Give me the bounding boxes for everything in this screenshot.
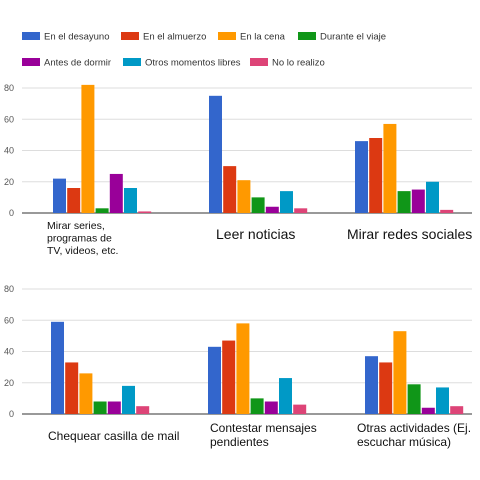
bar	[93, 401, 107, 414]
bar	[95, 208, 109, 213]
legend-item: Antes de dormir	[22, 58, 111, 69]
bar	[264, 401, 278, 414]
bar	[365, 356, 378, 414]
bar	[67, 188, 81, 213]
legend-swatch	[121, 32, 139, 40]
chart-panel: 0 20 40 60 80 Mirar series, programas de TV, vi…	[4, 83, 472, 257]
bar	[421, 407, 435, 414]
bar	[223, 166, 237, 213]
legend-swatch	[218, 32, 236, 40]
category-label: Mirar redes sociales	[347, 226, 472, 242]
bar	[265, 206, 279, 213]
legend-item: En el desayuno	[22, 32, 110, 43]
legend-swatch	[298, 32, 316, 40]
bar	[208, 346, 221, 414]
bar	[236, 323, 250, 414]
bar	[280, 191, 293, 213]
legend-label: Otros momentos libres	[145, 58, 241, 69]
bar	[124, 188, 137, 213]
legend-item: En el almuerzo	[121, 32, 206, 43]
bar	[369, 138, 383, 213]
bar	[436, 387, 449, 414]
bar	[426, 181, 439, 213]
y-tick-label: 60	[4, 315, 14, 325]
category-label: Chequear casilla de mail	[48, 429, 179, 443]
legend-label: No lo realizo	[272, 58, 325, 69]
legend-label: En el desayuno	[44, 32, 110, 43]
bar	[53, 178, 66, 213]
bar	[355, 141, 368, 213]
bar	[393, 331, 407, 414]
bar	[109, 173, 123, 213]
bar	[251, 197, 265, 213]
y-tick-label: 20	[4, 177, 14, 187]
legend-swatch	[22, 58, 40, 66]
legend-swatch	[250, 58, 268, 66]
bar	[383, 123, 397, 213]
bar	[407, 384, 421, 414]
category-label: Contestar mensajes pendientes	[210, 421, 317, 449]
bar	[222, 340, 236, 414]
bar	[250, 398, 264, 414]
bar	[138, 211, 152, 213]
bar	[450, 406, 464, 414]
bar	[107, 401, 121, 414]
legend-item: Durante el viaje	[298, 32, 386, 43]
bar	[279, 378, 292, 414]
bar	[411, 189, 425, 213]
y-tick-label: 40	[4, 347, 14, 357]
y-tick-label: 0	[9, 208, 14, 218]
y-tick-label: 20	[4, 378, 14, 388]
bar	[81, 84, 95, 213]
legend-swatch	[123, 58, 141, 66]
y-tick-label: 80	[4, 83, 14, 93]
legend-item: Otros momentos libres	[123, 58, 241, 69]
y-tick-label: 0	[9, 409, 14, 419]
legend-label: Antes de dormir	[44, 58, 111, 69]
y-tick-label: 40	[4, 146, 14, 156]
legend-label: En la cena	[240, 32, 286, 43]
bar	[237, 180, 251, 213]
y-tick-label: 80	[4, 284, 14, 294]
category-label: Otras actividades (Ej. escuchar música)	[357, 421, 471, 449]
chart-panel: 0 20 40 60 80 Chequear casilla de mail Contest…	[4, 284, 472, 449]
bar	[294, 208, 308, 213]
y-tick-label: 60	[4, 114, 14, 124]
bar	[293, 404, 307, 414]
legend-label: En el almuerzo	[143, 32, 206, 43]
bar	[51, 321, 64, 414]
legend-label: Durante el viaje	[320, 32, 386, 43]
category-label: Mirar series, programas de TV, videos, etc…	[47, 220, 118, 257]
bar	[79, 373, 93, 414]
bar	[136, 406, 150, 414]
bar	[65, 362, 79, 414]
bar	[379, 362, 393, 414]
legend-item: En la cena	[218, 32, 286, 43]
legend: En el desayuno En el almuerzo En la cena Du…	[22, 32, 386, 69]
legend-item: No lo realizo	[250, 58, 325, 69]
bar	[122, 385, 135, 414]
bar	[397, 191, 411, 213]
bar	[440, 209, 454, 213]
legend-swatch	[22, 32, 40, 40]
bar	[209, 95, 222, 213]
category-label: Leer noticias	[216, 226, 295, 242]
